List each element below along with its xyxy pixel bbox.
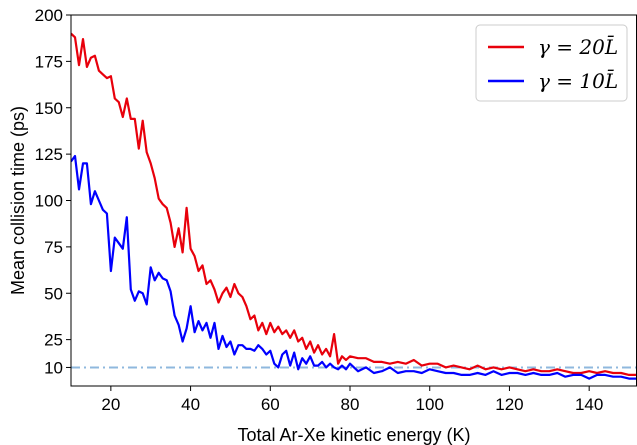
y-tick-label: 150 — [35, 99, 63, 118]
x-axis-label: Total Ar-Xe kinetic energy (K) — [237, 425, 470, 445]
y-tick-label: 200 — [35, 6, 63, 25]
y-axis-label: Mean collision time (ps) — [8, 106, 28, 295]
x-tick-label: 20 — [101, 395, 120, 414]
y-axis: 10 25 50 75 100 125 150 175 200 — [35, 6, 71, 377]
x-tick-label: 100 — [416, 395, 444, 414]
y-tick-label: 75 — [44, 238, 63, 257]
y-tick-label: 175 — [35, 52, 63, 71]
legend-label-1: γ = 20L̄ — [538, 34, 618, 59]
y-tick-label: 50 — [44, 284, 63, 303]
series-line-1 — [71, 32, 637, 376]
y-tick-label: 100 — [35, 192, 63, 211]
x-tick-label: 40 — [181, 395, 200, 414]
x-tick-label: 60 — [261, 395, 280, 414]
legend-label-2: γ = 10L̄ — [538, 68, 618, 93]
series-layer — [71, 32, 637, 380]
series-line-2 — [71, 154, 637, 380]
x-tick-label: 140 — [575, 395, 603, 414]
y-tick-label: 125 — [35, 145, 63, 164]
y-tick-label: 10 — [44, 358, 63, 377]
x-axis: 20 40 60 80 100 120 140 — [101, 386, 603, 414]
x-tick-label: 80 — [341, 395, 360, 414]
legend: γ = 20L̄ γ = 10L̄ — [475, 24, 628, 102]
y-tick-label: 25 — [44, 331, 63, 350]
x-tick-label: 120 — [495, 395, 523, 414]
